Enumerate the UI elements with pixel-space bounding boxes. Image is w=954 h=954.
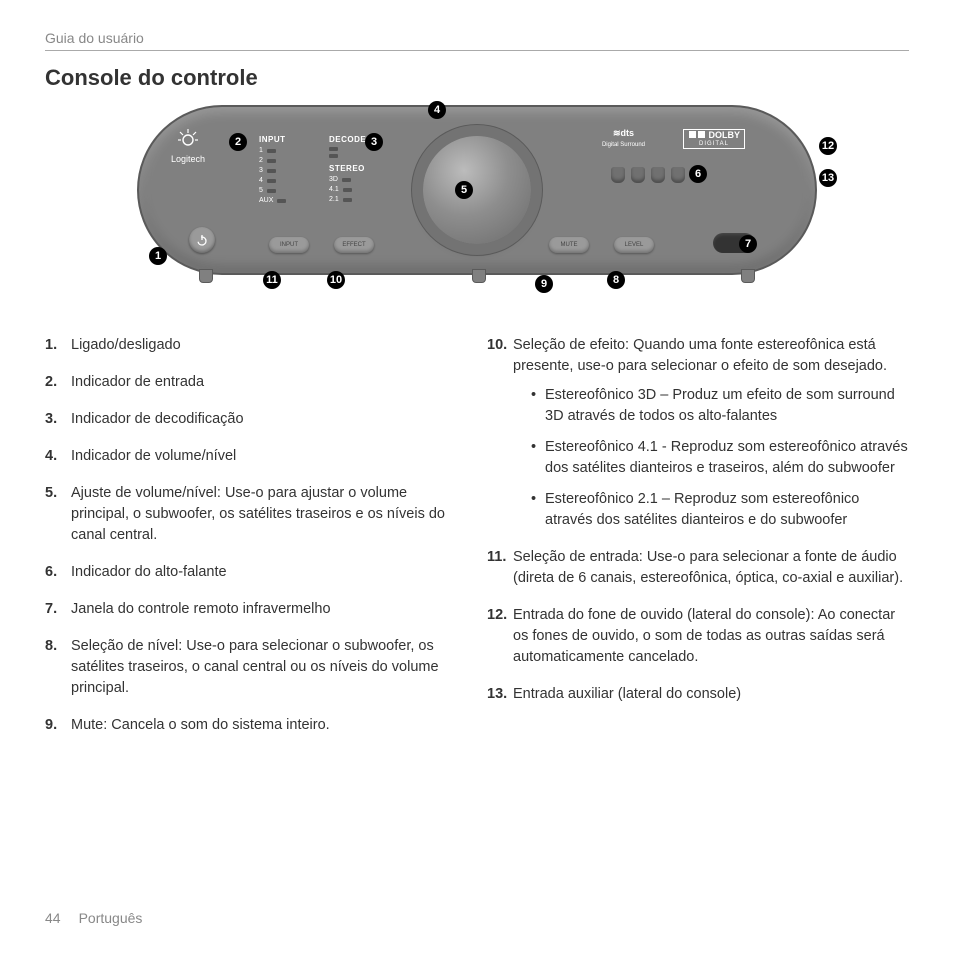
power-button — [189, 227, 215, 253]
list-subitem: Estereofônico 2.1 – Reproduz som estereo… — [531, 489, 909, 531]
page-title: Console do controle — [45, 65, 909, 91]
dolby-logo: DOLBYDIGITAL — [683, 129, 745, 149]
list-item: 4.Indicador de volume/nível — [45, 446, 467, 467]
list-item: 13.Entrada auxiliar (lateral do console) — [487, 684, 909, 705]
description-columns: 1.Ligado/desligado 2.Indicador de entrada… — [45, 335, 909, 752]
volume-knob — [423, 136, 531, 244]
list-item: 11.Seleção de entrada: Use-o para seleci… — [487, 547, 909, 589]
callout-9: 9 — [535, 275, 553, 293]
speaker-indicator-leds — [611, 167, 685, 183]
list-item: 6.Indicador do alto-falante — [45, 562, 467, 583]
callout-6: 6 — [689, 165, 707, 183]
input-select-button: INPUT — [269, 237, 309, 253]
callout-12: 12 — [819, 137, 837, 155]
page-footer: 44 Português — [45, 910, 142, 926]
console-illustration: Logitech INPUT 12345AUX DECODE STEREO 3D… — [117, 105, 837, 305]
callout-4: 4 — [428, 101, 446, 119]
list-item: 10.Seleção de efeito: Quando uma fonte e… — [487, 335, 909, 531]
header-rule — [45, 50, 909, 51]
callout-8: 8 — [607, 271, 625, 289]
list-item: 5.Ajuste de volume/nível: Use-o para aju… — [45, 483, 467, 546]
footer-language: Português — [79, 910, 143, 926]
callout-5: 5 — [455, 181, 473, 199]
decode-indicator-column: DECODE STEREO 3D4.12.1 — [329, 135, 366, 203]
list-subitem: Estereofônico 3D – Produz um efeito de s… — [531, 385, 909, 427]
callout-2: 2 — [229, 133, 247, 151]
callout-13: 13 — [819, 169, 837, 187]
dts-logo: ≋dtsDigital Surround — [602, 129, 645, 149]
mute-button: MUTE — [549, 237, 589, 253]
callout-7: 7 — [739, 235, 757, 253]
list-item: 3.Indicador de decodificação — [45, 409, 467, 430]
callout-10: 10 — [327, 271, 345, 289]
list-item: 9.Mute: Cancela o som do sistema inteiro… — [45, 715, 467, 736]
list-item: 8.Seleção de nível: Use-o para seleciona… — [45, 636, 467, 699]
callout-11: 11 — [263, 271, 281, 289]
effect-select-button: EFFECT — [334, 237, 374, 253]
input-indicator-column: INPUT 12345AUX — [259, 135, 286, 204]
page-number: 44 — [45, 910, 61, 926]
callout-1: 1 — [149, 247, 167, 265]
level-button: LEVEL — [614, 237, 654, 253]
callout-3: 3 — [365, 133, 383, 151]
header-guide-label: Guia do usuário — [45, 30, 909, 46]
list-item: 7.Janela do controle remoto infravermelh… — [45, 599, 467, 620]
list-item: 1.Ligado/desligado — [45, 335, 467, 356]
logitech-logo: Logitech — [171, 129, 205, 167]
list-subitem: Estereofônico 4.1 - Reproduz som estereo… — [531, 437, 909, 479]
list-item: 2.Indicador de entrada — [45, 372, 467, 393]
list-item: 12.Entrada do fone de ouvido (lateral do… — [487, 605, 909, 668]
